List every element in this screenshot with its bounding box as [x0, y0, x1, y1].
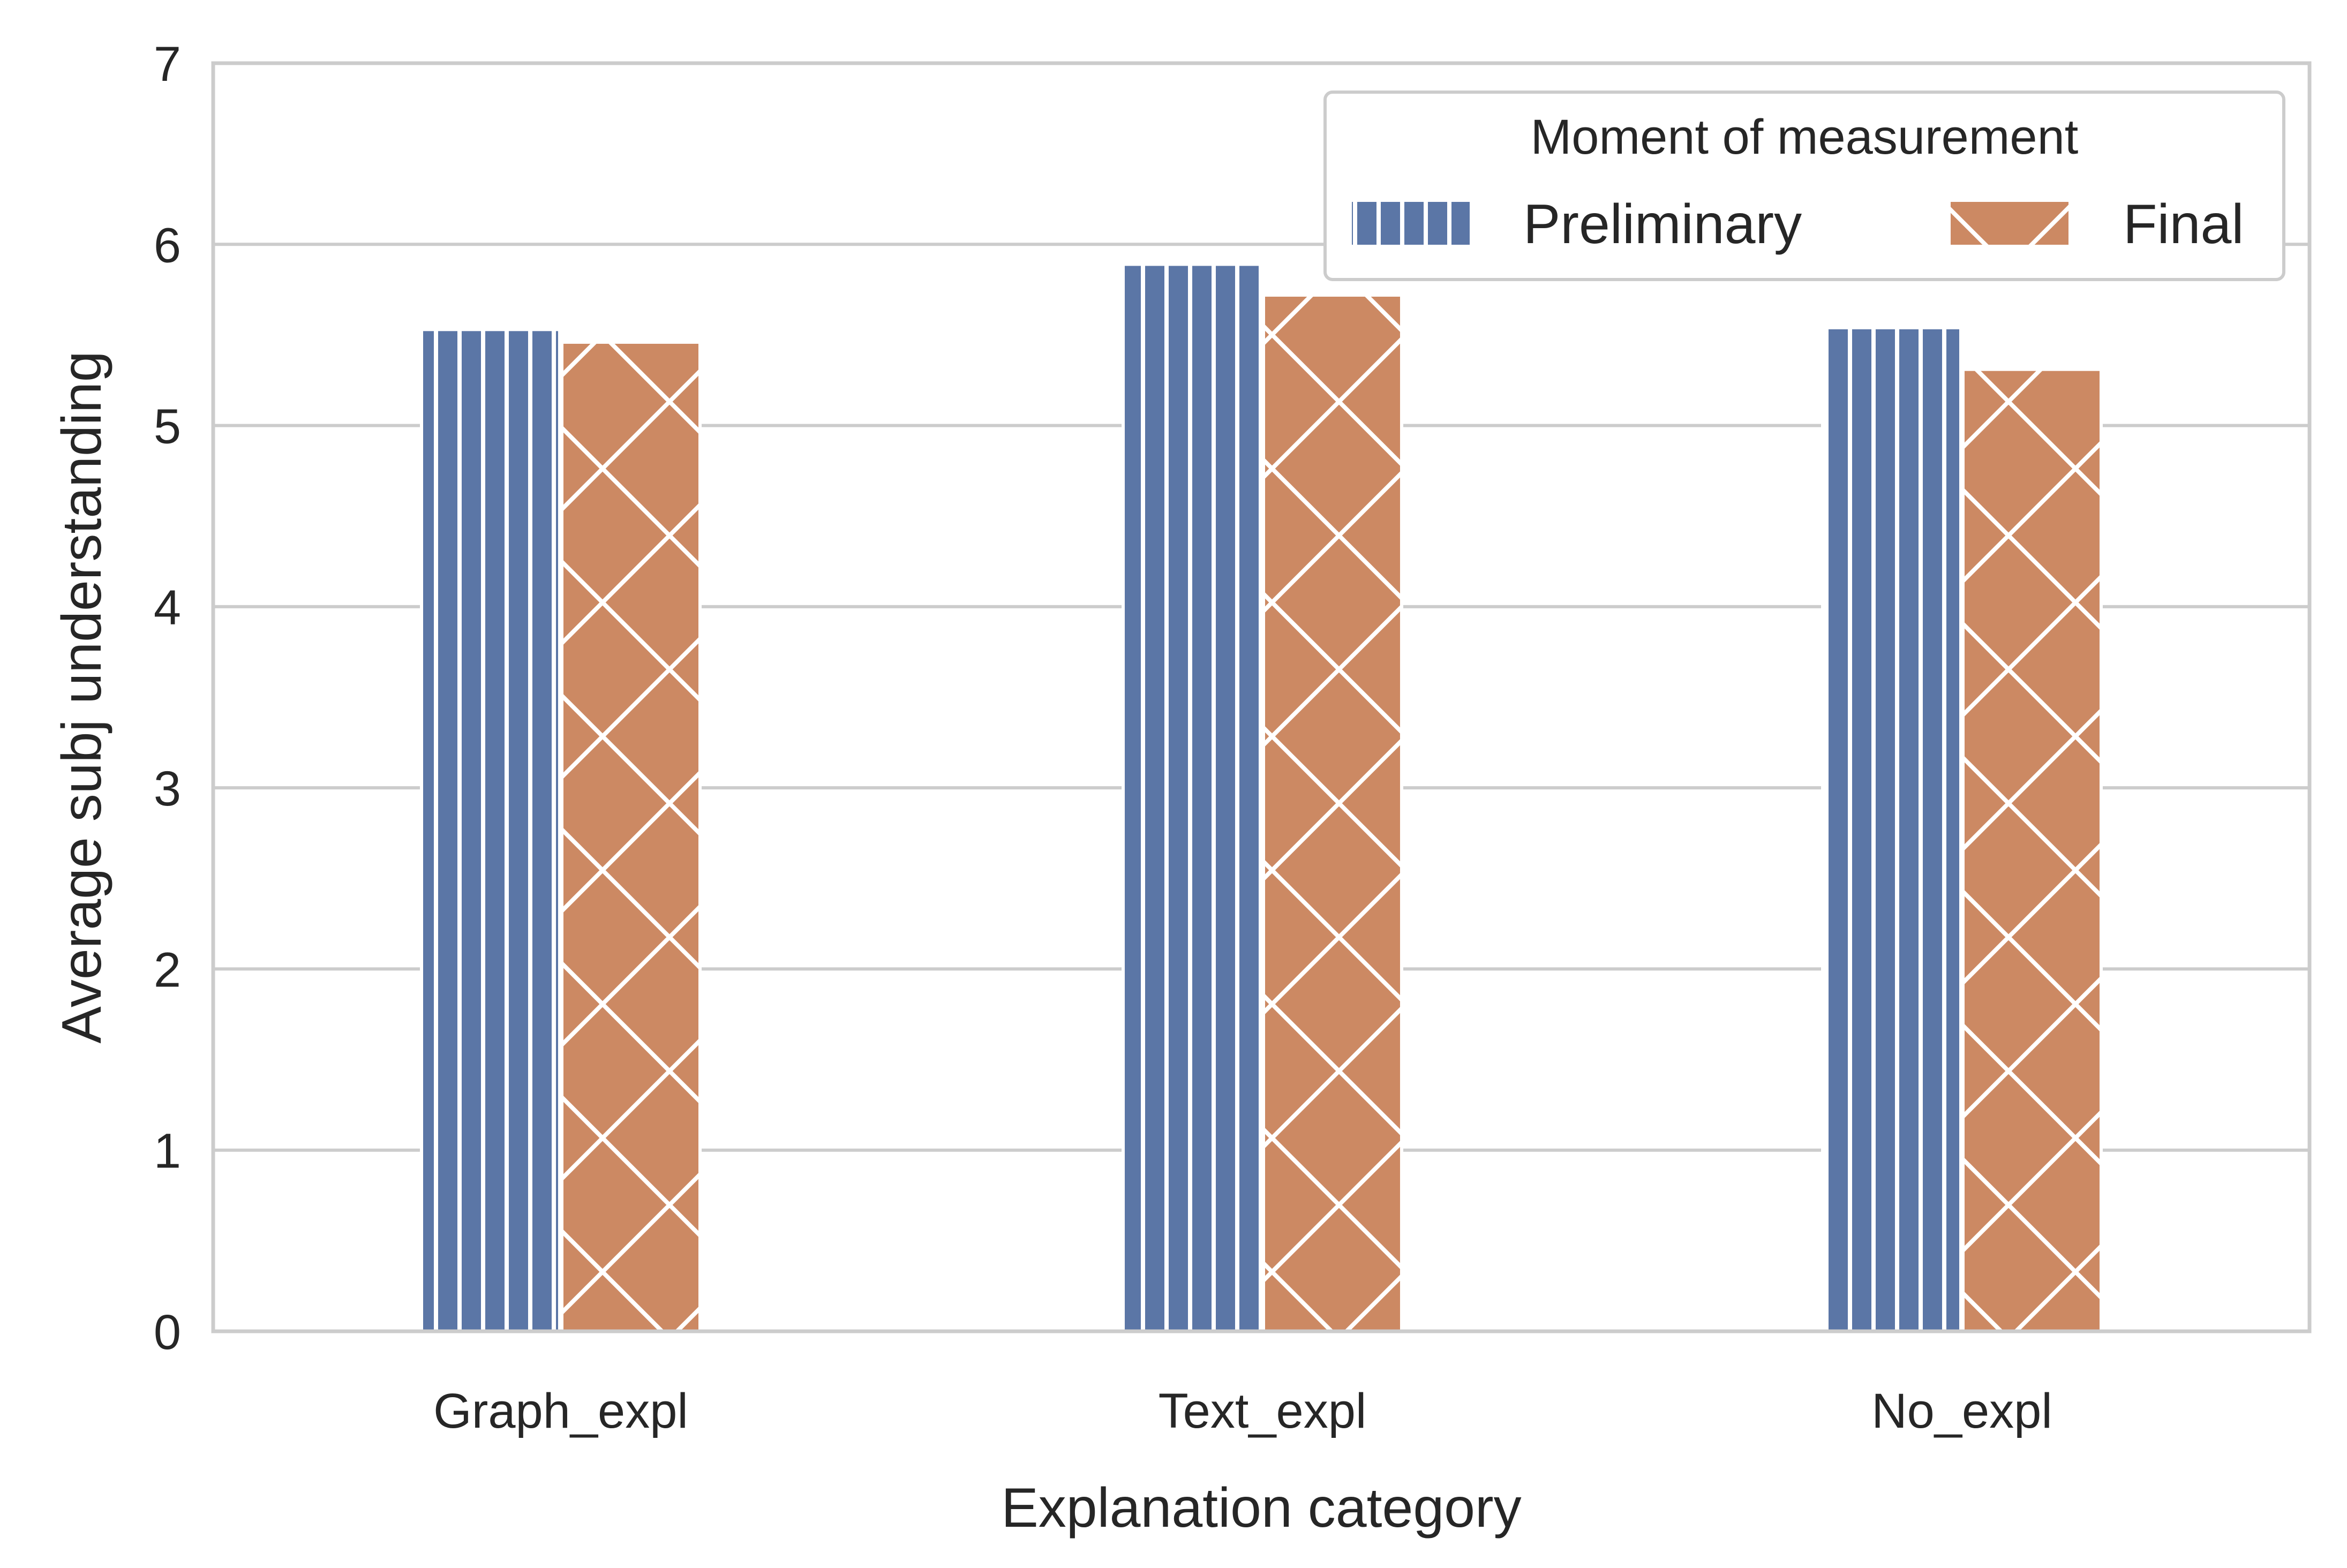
- axes-frame: [211, 61, 2312, 1333]
- x-tick-label: Graph_expl: [433, 1384, 688, 1438]
- bar-preliminary-no-expl: [1821, 326, 1962, 1333]
- y-tick-label: 1: [154, 1124, 181, 1179]
- x-tick-label: Text_expl: [1159, 1384, 1367, 1438]
- legend-label-preliminary: Preliminary: [1523, 193, 1802, 255]
- axis-titles: Explanation category Average subj unders…: [51, 351, 1522, 1539]
- y-tick-label: 0: [154, 1305, 181, 1360]
- x-tick-label: No_expl: [1871, 1384, 2052, 1438]
- y-tick-label: 7: [154, 37, 181, 92]
- legend: Moment of measurement Preliminary Final: [1323, 91, 2285, 281]
- y-tick-label: 5: [154, 399, 181, 454]
- y-tick-label: 2: [154, 943, 181, 997]
- y-tick-label: 3: [154, 762, 181, 816]
- bars: [420, 262, 2103, 1333]
- tick-labels: 0 1 2 3 4 5 6 7 Graph_expl Text_expl No_expl: [154, 37, 2052, 1438]
- y-axis-title: Average subj understanding: [51, 351, 113, 1043]
- bar-preliminary-text-expl: [1122, 262, 1263, 1333]
- legend-swatch-preliminary: [1352, 202, 1470, 245]
- bar-final-graph-expl: [560, 340, 702, 1333]
- y-tick-label: 4: [154, 581, 181, 635]
- plot-frame: [211, 61, 2312, 1333]
- y-tick-label: 6: [154, 218, 181, 273]
- bar-preliminary-graph-expl: [420, 328, 561, 1333]
- legend-swatch-final: [1951, 202, 2068, 245]
- bar-final-no-expl: [1961, 367, 2103, 1333]
- legend-label-final: Final: [2123, 193, 2244, 255]
- legend-title: Moment of measurement: [1531, 110, 2079, 164]
- x-axis-title: Explanation category: [1001, 1477, 1521, 1539]
- bar-final-text-expl: [1262, 293, 1403, 1333]
